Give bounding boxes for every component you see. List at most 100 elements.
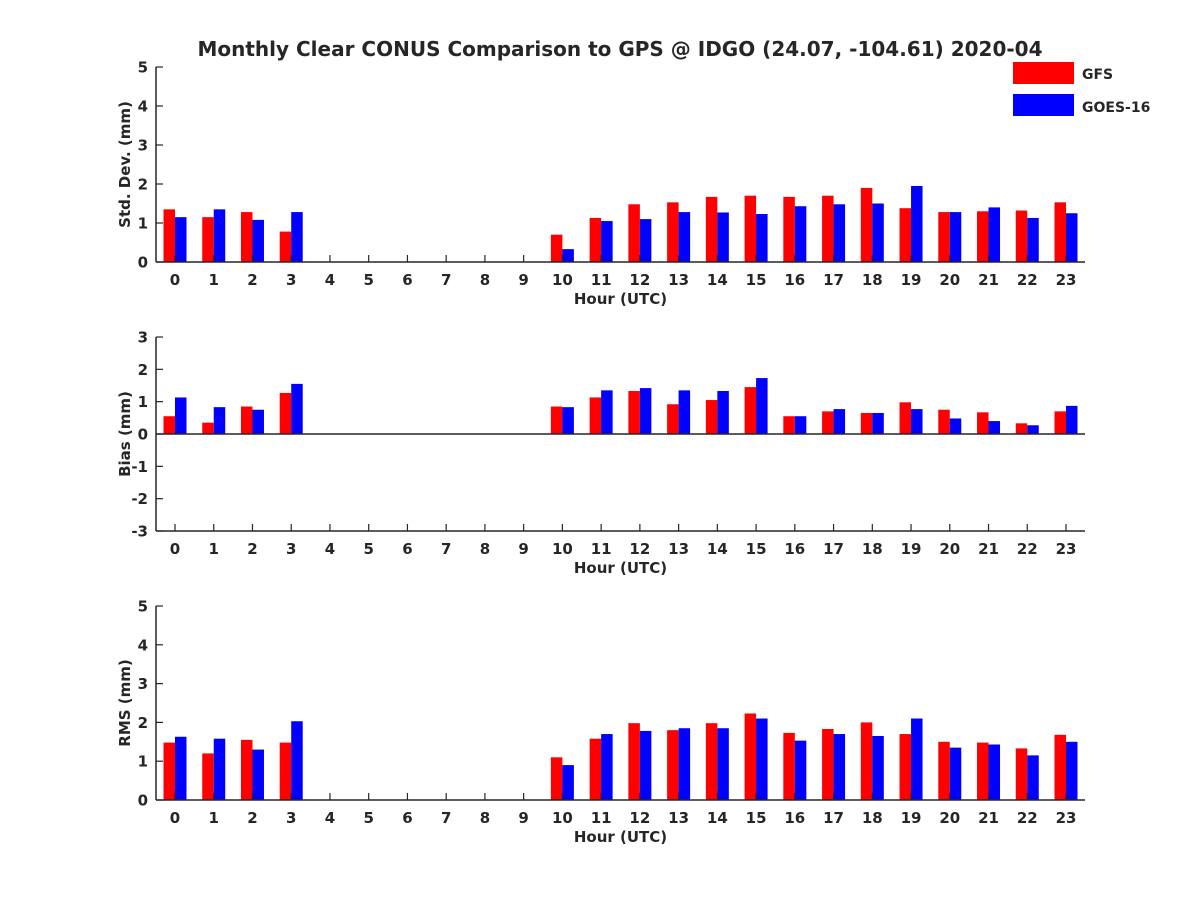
x-tick-label: 17 <box>823 271 844 289</box>
bar-gfs-hour-1 <box>202 217 214 262</box>
x-tick-label: 3 <box>286 809 296 827</box>
bar-goes16-hour-15 <box>756 378 768 434</box>
bar-gfs-hour-16 <box>783 416 795 434</box>
bar-goes16-hour-3 <box>291 721 303 800</box>
y-axis-label: Std. Dev. (mm) <box>116 101 134 228</box>
x-tick-label: 22 <box>1017 540 1038 558</box>
bar-goes16-hour-21 <box>988 421 1001 434</box>
x-axis-label: Hour (UTC) <box>574 559 667 577</box>
bar-gfs-hour-1 <box>202 753 214 800</box>
x-tick-label: 20 <box>939 540 960 558</box>
y-tick-label: 4 <box>138 98 148 116</box>
bar-goes16-hour-12 <box>639 730 652 800</box>
x-tick-label: 14 <box>707 809 728 827</box>
bar-gfs-hour-15 <box>744 713 757 800</box>
x-tick-label: 19 <box>901 271 922 289</box>
x-tick-label: 11 <box>591 540 612 558</box>
x-tick-label: 0 <box>170 809 180 827</box>
x-tick-label: 19 <box>901 540 922 558</box>
x-tick-label: 11 <box>591 809 612 827</box>
bar-gfs-hour-13 <box>667 404 679 434</box>
bar-goes16-hour-23 <box>1066 213 1078 262</box>
bar-goes16-hour-3 <box>291 212 303 262</box>
bar-goes16-hour-20 <box>949 418 962 434</box>
y-tick-label: 0 <box>138 426 148 444</box>
x-axis-label: Hour (UTC) <box>574 290 667 308</box>
x-tick-label: 15 <box>746 540 767 558</box>
x-tick-label: 15 <box>746 809 767 827</box>
bar-gfs-hour-20 <box>938 212 950 262</box>
x-tick-label: 22 <box>1017 271 1038 289</box>
bar-goes16-hour-17 <box>833 409 846 434</box>
x-tick-label: 13 <box>668 540 689 558</box>
bar-gfs-hour-0 <box>163 742 175 800</box>
x-tick-label: 3 <box>286 271 296 289</box>
bar-gfs-hour-0 <box>163 416 175 434</box>
x-tick-label: 12 <box>629 809 650 827</box>
x-tick-label: 18 <box>862 271 883 289</box>
x-tick-label: 4 <box>325 271 335 289</box>
bar-goes16-hour-14 <box>717 212 729 262</box>
bar-gfs-hour-13 <box>667 730 679 800</box>
bar-goes16-hour-16 <box>794 416 807 434</box>
x-tick-label: 16 <box>784 271 805 289</box>
bar-goes16-hour-15 <box>756 214 768 262</box>
bar-gfs-hour-23 <box>1054 411 1066 434</box>
bar-gfs-hour-11 <box>589 217 602 262</box>
bar-gfs-hour-19 <box>899 734 912 800</box>
y-tick-label: 2 <box>138 361 148 379</box>
y-tick-label: 0 <box>138 254 148 272</box>
bar-goes16-hour-18 <box>872 412 884 434</box>
bar-gfs-hour-12 <box>628 204 640 262</box>
bar-goes16-hour-10 <box>562 249 574 262</box>
bar-goes16-hour-16 <box>794 206 807 262</box>
bar-gfs-hour-10 <box>550 406 563 434</box>
bar-goes16-hour-18 <box>872 203 884 262</box>
x-tick-label: 12 <box>629 540 650 558</box>
y-tick-label: 1 <box>138 215 148 233</box>
x-tick-label: 14 <box>707 540 728 558</box>
x-tick-label: 21 <box>978 809 999 827</box>
bar-gfs-hour-3 <box>279 231 292 262</box>
bar-goes16-hour-11 <box>601 390 613 434</box>
bar-goes16-hour-20 <box>949 747 962 800</box>
x-tick-label: 23 <box>1056 271 1077 289</box>
x-tick-label: 19 <box>901 809 922 827</box>
bar-goes16-hour-2 <box>252 409 264 434</box>
x-tick-label: 10 <box>552 271 573 289</box>
bar-goes16-hour-12 <box>639 388 652 434</box>
bar-goes16-hour-10 <box>562 765 574 800</box>
x-tick-label: 23 <box>1056 540 1077 558</box>
y-tick-label: 1 <box>138 393 148 411</box>
x-tick-label: 17 <box>823 540 844 558</box>
bar-gfs-hour-2 <box>240 739 253 800</box>
x-tick-label: 9 <box>518 271 528 289</box>
bar-gfs-hour-22 <box>1015 423 1028 434</box>
y-tick-label: -1 <box>131 458 148 476</box>
bar-goes16-hour-21 <box>988 207 1001 262</box>
bar-gfs-hour-18 <box>860 722 873 800</box>
x-tick-label: 17 <box>823 809 844 827</box>
y-tick-label: 3 <box>138 675 148 693</box>
bar-goes16-hour-3 <box>291 383 303 434</box>
x-tick-label: 20 <box>939 271 960 289</box>
bar-goes16-hour-15 <box>756 718 768 800</box>
bar-goes16-hour-14 <box>717 391 729 434</box>
x-tick-label: 8 <box>480 540 490 558</box>
x-tick-label: 4 <box>325 809 335 827</box>
bar-gfs-hour-10 <box>550 234 563 262</box>
bar-gfs-hour-12 <box>628 723 640 800</box>
y-tick-label: 3 <box>138 329 148 347</box>
bar-gfs-hour-17 <box>822 729 834 800</box>
bar-gfs-hour-2 <box>240 406 253 434</box>
y-tick-label: 5 <box>138 598 148 616</box>
x-tick-label: 7 <box>441 540 451 558</box>
bar-goes16-hour-16 <box>794 740 807 800</box>
bar-gfs-hour-3 <box>279 742 292 800</box>
y-tick-label: 0 <box>138 792 148 810</box>
bar-goes16-hour-20 <box>949 212 962 262</box>
bar-gfs-hour-3 <box>279 392 292 434</box>
bar-goes16-hour-22 <box>1027 425 1039 434</box>
